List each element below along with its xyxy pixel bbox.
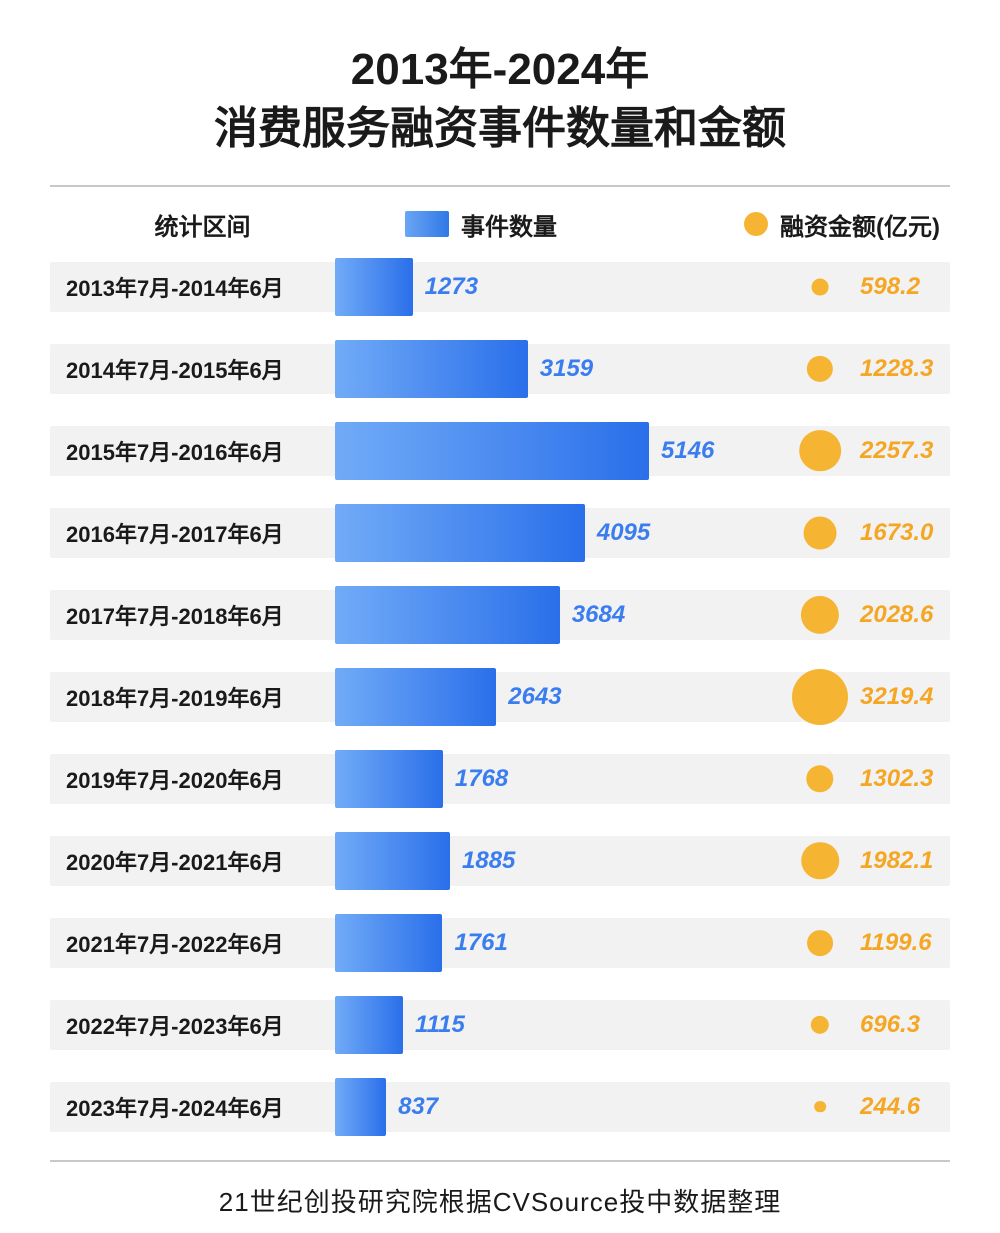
chart-row: 2013年7月-2014年6月 1273 598.2 (50, 258, 950, 316)
amount-value: 244.6 (860, 1078, 920, 1136)
count-value: 3684 (560, 586, 625, 644)
count-bar (335, 668, 496, 726)
period-label: 2014年7月-2015年6月 (50, 340, 335, 398)
chart-row: 2016年7月-2017年6月 4095 1673.0 (50, 504, 950, 562)
chart-row: 2017年7月-2018年6月 3684 2028.6 (50, 586, 950, 644)
bar-swatch-icon (405, 211, 449, 237)
divider-top (50, 185, 950, 187)
amount-value: 598.2 (860, 258, 920, 316)
legend-period-label: 统计区间 (60, 207, 345, 242)
amount-circle (799, 430, 841, 472)
legend-amount-label: 融资金额(亿元) (780, 207, 940, 242)
circle-swatch-icon (744, 212, 768, 236)
chart-row: 2015年7月-2016年6月 5146 2257.3 (50, 422, 950, 480)
title-line-1: 2013年-2024年 (351, 45, 649, 94)
chart-row: 2014年7月-2015年6月 3159 1228.3 (50, 340, 950, 398)
chart-container: 2013年-2024年 消费服务融资事件数量和金额 统计区间 事件数量 融资金额… (0, 0, 1000, 1219)
count-bar (335, 914, 442, 972)
period-label: 2020年7月-2021年6月 (50, 832, 335, 890)
chart-row: 2018年7月-2019年6月 2643 3219.4 (50, 668, 950, 726)
period-label: 2018年7月-2019年6月 (50, 668, 335, 726)
amount-circle (812, 278, 829, 295)
count-bar (335, 586, 560, 644)
count-value: 1885 (450, 832, 515, 890)
count-value: 1761 (442, 914, 507, 972)
amount-circle (792, 669, 848, 725)
amount-value: 696.3 (860, 996, 920, 1054)
source-text: 21世纪创投研究院根据CVSource投中数据整理 (50, 1182, 950, 1219)
count-bar (335, 422, 649, 480)
chart-row: 2022年7月-2023年6月 1115 696.3 (50, 996, 950, 1054)
chart-rows: 2013年7月-2014年6月 1273 598.2 2014年7月-2015年6月 3… (50, 258, 950, 1136)
count-bar (335, 832, 450, 890)
period-label: 2017年7月-2018年6月 (50, 586, 335, 644)
period-label: 2022年7月-2023年6月 (50, 996, 335, 1054)
amount-value: 2028.6 (860, 586, 933, 644)
legend-row: 统计区间 事件数量 融资金额(亿元) (50, 207, 950, 258)
amount-circle (804, 516, 837, 549)
period-label: 2019年7月-2020年6月 (50, 750, 335, 808)
chart-row: 2020年7月-2021年6月 1885 1982.1 (50, 832, 950, 890)
title-line-2: 消费服务融资事件数量和金额 (214, 104, 786, 153)
amount-value: 1228.3 (860, 340, 933, 398)
chart-row: 2019年7月-2020年6月 1768 1302.3 (50, 750, 950, 808)
count-value: 1273 (413, 258, 478, 316)
period-label: 2015年7月-2016年6月 (50, 422, 335, 480)
amount-circle (814, 1101, 826, 1113)
amount-value: 1982.1 (860, 832, 933, 890)
period-label: 2021年7月-2022年6月 (50, 914, 335, 972)
count-value: 4095 (585, 504, 650, 562)
amount-value: 1673.0 (860, 504, 933, 562)
count-value: 5146 (649, 422, 714, 480)
count-value: 1768 (443, 750, 508, 808)
amount-value: 3219.4 (860, 668, 933, 726)
legend-count: 事件数量 (405, 207, 557, 242)
amount-value: 1199.6 (860, 914, 932, 972)
chart-row: 2023年7月-2024年6月 837 244.6 (50, 1078, 950, 1136)
chart-row: 2021年7月-2022年6月 1761 1199.6 (50, 914, 950, 972)
amount-circle (801, 842, 839, 880)
amount-value: 1302.3 (860, 750, 933, 808)
divider-bottom (50, 1160, 950, 1162)
chart-title: 2013年-2024年 消费服务融资事件数量和金额 (50, 40, 950, 159)
count-value: 837 (386, 1078, 438, 1136)
amount-value: 2257.3 (860, 422, 933, 480)
count-value: 2643 (496, 668, 561, 726)
count-bar (335, 996, 403, 1054)
period-label: 2023年7月-2024年6月 (50, 1078, 335, 1136)
count-value: 1115 (403, 996, 465, 1054)
count-value: 3159 (528, 340, 593, 398)
legend-count-label: 事件数量 (461, 207, 557, 242)
count-bar (335, 504, 585, 562)
period-label: 2013年7月-2014年6月 (50, 258, 335, 316)
amount-circle (807, 930, 833, 956)
period-label: 2016年7月-2017年6月 (50, 504, 335, 562)
count-bar (335, 258, 413, 316)
count-bar (335, 750, 443, 808)
count-bar (335, 340, 528, 398)
count-bar (335, 1078, 386, 1136)
legend-amount: 融资金额(亿元) (744, 207, 940, 242)
